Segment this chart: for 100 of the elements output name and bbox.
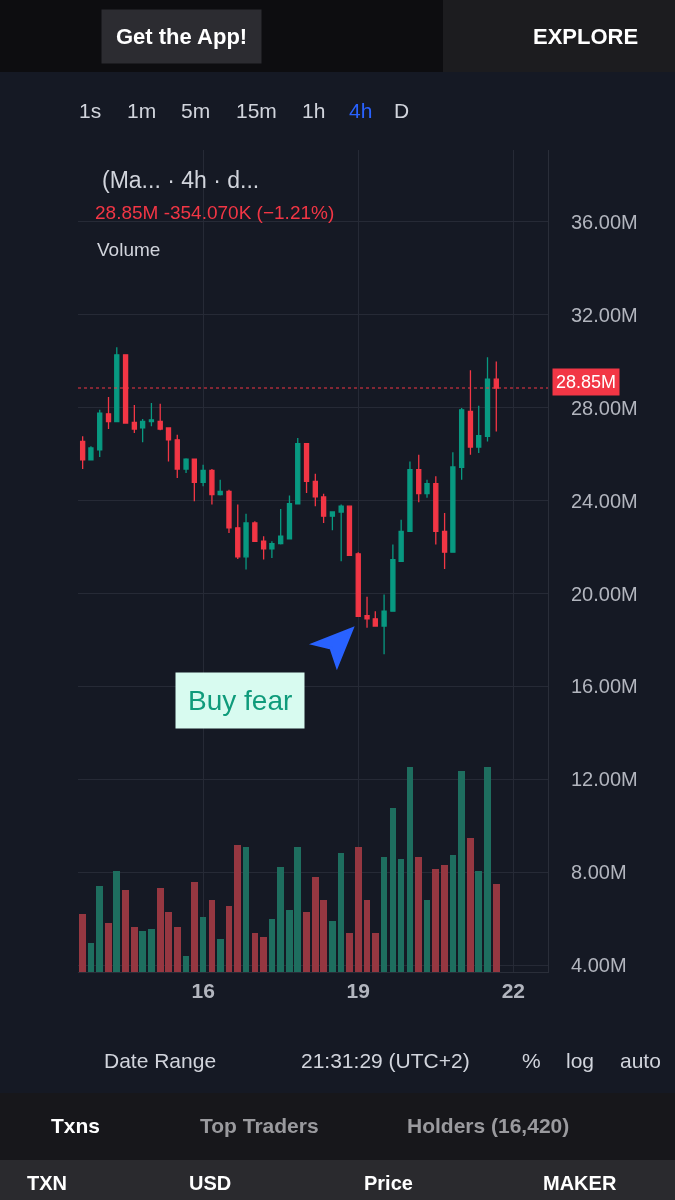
- ref-line-label: 28.85M: [556, 372, 617, 392]
- candlestick: [398, 519, 404, 562]
- candlestick: [433, 475, 439, 546]
- candlestick: [458, 407, 465, 481]
- candlestick: [450, 451, 456, 553]
- bar: [191, 882, 198, 972]
- candlestick: [476, 405, 482, 454]
- bar: [252, 933, 258, 972]
- text: EXPLORE: [533, 24, 639, 49]
- y-tick-label: 4.00M: [571, 954, 627, 977]
- bar: [234, 845, 241, 972]
- candlestick: [484, 356, 491, 443]
- text: 4h: [349, 99, 373, 122]
- candlestick: [105, 396, 112, 430]
- x-tick-label: 19: [346, 979, 370, 1003]
- candlestick: [286, 494, 293, 540]
- candlestick: [338, 503, 344, 562]
- candlestick: [416, 454, 422, 503]
- annotation: Buy fear: [188, 685, 293, 716]
- text: 15m: [236, 99, 277, 122]
- text: Price: [364, 1172, 413, 1194]
- text: log: [566, 1049, 595, 1072]
- bar: [139, 931, 146, 972]
- bar: [398, 859, 404, 972]
- candlestick: [200, 463, 206, 487]
- candlestick: [390, 543, 396, 612]
- bar: [381, 857, 387, 972]
- bar: [217, 939, 224, 972]
- y-tick-label: 20.00M: [571, 582, 638, 605]
- candlestick: [183, 457, 189, 474]
- bar: [364, 900, 370, 972]
- text: Top Traders: [200, 1114, 319, 1137]
- candlestick: [217, 479, 223, 496]
- candlestick: [364, 596, 370, 629]
- candlestick: [157, 403, 163, 431]
- text: 1m: [127, 99, 157, 122]
- candlestick: [209, 468, 215, 506]
- candlestick: [174, 434, 180, 479]
- candlestick: [346, 505, 353, 557]
- candlestick: [131, 404, 138, 434]
- bar: [200, 917, 206, 972]
- bar: [96, 886, 103, 972]
- candlestick: [114, 346, 120, 423]
- y-tick-label: 12.00M: [571, 768, 638, 791]
- candlestick: [441, 512, 448, 570]
- bar: [79, 914, 86, 972]
- candlestick: [191, 458, 198, 502]
- bar: [183, 956, 189, 972]
- candlestick: [303, 443, 310, 494]
- candlestick: [235, 503, 241, 560]
- y-tick-label: 36.00M: [571, 210, 638, 233]
- x-tick-label: 16: [191, 979, 215, 1003]
- candlestick: [139, 418, 146, 443]
- bar: [372, 933, 379, 972]
- bar: [475, 871, 482, 972]
- bar: [174, 927, 181, 972]
- bar: [450, 855, 456, 972]
- bar: [269, 919, 275, 972]
- chart-title: Volume: [97, 239, 161, 260]
- text: auto: [620, 1049, 661, 1072]
- candlestick: [295, 437, 301, 505]
- candlestick: [165, 427, 172, 463]
- bar: [148, 929, 155, 972]
- bar: [390, 808, 396, 972]
- text: (Ma... · 4h · d...: [102, 167, 260, 193]
- candlestick: [424, 479, 430, 499]
- bar: [407, 767, 413, 972]
- bar: [113, 871, 120, 972]
- bar: [338, 853, 344, 972]
- text: 1s: [79, 99, 102, 122]
- text: TXN: [27, 1172, 67, 1194]
- text: USD: [189, 1172, 232, 1194]
- bar: [467, 838, 474, 972]
- bar: [122, 890, 129, 972]
- bar: [303, 912, 310, 972]
- y-tick-label: 32.00M: [571, 303, 638, 326]
- text: Txns: [51, 1114, 101, 1137]
- candlestick: [372, 610, 378, 627]
- candlestick: [79, 435, 86, 470]
- y-tick-label: 24.00M: [571, 489, 638, 512]
- candlestick: [329, 510, 336, 531]
- y-tick-label: 16.00M: [571, 675, 638, 698]
- text: 28.85M -354.070K (−1.21%): [95, 202, 335, 223]
- text: Get the App!: [116, 24, 248, 49]
- candlestick: [320, 493, 327, 524]
- candlestick: [312, 473, 318, 507]
- bar: [243, 847, 249, 972]
- candlestick: [260, 535, 267, 561]
- candlestick: [269, 540, 275, 559]
- text: Holders (16,420): [407, 1114, 570, 1137]
- bar: [131, 927, 138, 972]
- bar: [415, 857, 422, 972]
- bar: [105, 923, 112, 972]
- x-tick-label: 22: [501, 979, 526, 1003]
- bar: [458, 771, 465, 972]
- bar: [484, 767, 491, 972]
- bar: [432, 869, 439, 972]
- text: %: [522, 1049, 541, 1072]
- bar: [277, 867, 284, 972]
- text: 1h: [302, 99, 326, 122]
